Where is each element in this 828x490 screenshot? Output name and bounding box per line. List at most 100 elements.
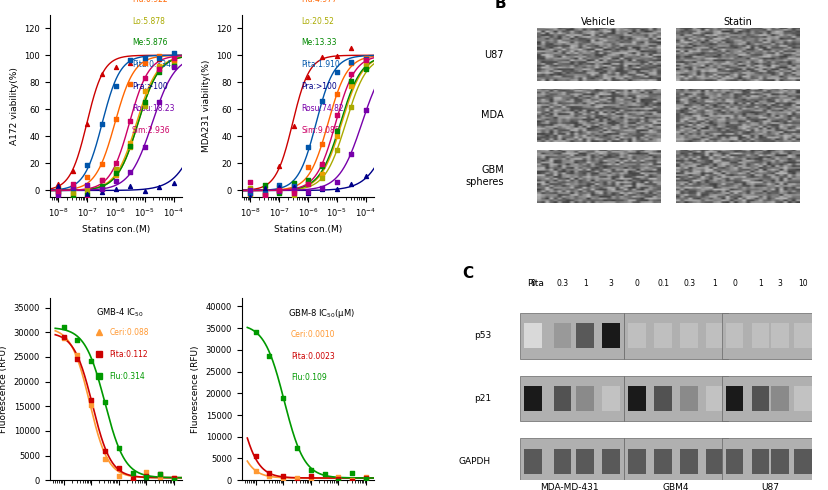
Bar: [575, 386, 594, 411]
Point: [123, 117, 137, 125]
Text: 1: 1: [757, 279, 762, 289]
Point: [286, 189, 300, 196]
Bar: [792, 323, 811, 348]
Point: [51, 185, 65, 193]
Text: 0.3: 0.3: [682, 279, 695, 289]
Point: [80, 190, 94, 198]
Point: [99, 447, 112, 455]
Text: Flu:0.109: Flu:0.109: [291, 373, 326, 383]
Point: [301, 163, 315, 171]
Point: [272, 183, 286, 191]
Point: [243, 191, 257, 198]
Point: [166, 56, 180, 64]
Point: [304, 477, 317, 485]
Point: [166, 61, 180, 69]
Point: [290, 478, 303, 486]
Point: [166, 62, 180, 70]
Point: [51, 187, 65, 195]
Point: [301, 189, 315, 197]
Bar: [751, 323, 768, 348]
Point: [286, 186, 300, 194]
Point: [109, 169, 123, 177]
FancyBboxPatch shape: [676, 28, 798, 81]
Point: [272, 162, 286, 170]
Point: [258, 181, 271, 189]
Text: Lo:5.878: Lo:5.878: [132, 17, 165, 25]
Point: [80, 120, 94, 128]
Point: [166, 53, 180, 61]
Text: Pita: Pita: [526, 279, 543, 289]
Point: [152, 65, 166, 73]
Point: [138, 143, 152, 151]
Text: 1: 1: [582, 279, 587, 289]
Point: [166, 179, 180, 187]
Point: [315, 140, 329, 148]
Point: [138, 74, 152, 82]
Point: [248, 452, 262, 460]
Point: [57, 333, 70, 341]
Point: [301, 144, 315, 151]
Bar: [553, 386, 570, 411]
Point: [315, 97, 329, 105]
Bar: [792, 386, 811, 411]
Bar: [653, 449, 672, 474]
Bar: [602, 449, 619, 474]
Point: [66, 189, 79, 196]
Point: [344, 59, 358, 67]
Bar: [524, 323, 542, 348]
Point: [84, 396, 98, 404]
Point: [344, 77, 358, 85]
Point: [95, 176, 108, 184]
Point: [344, 180, 358, 188]
Point: [123, 139, 137, 147]
Bar: [653, 386, 672, 411]
Bar: [520, 439, 623, 484]
Bar: [575, 449, 594, 474]
Text: 3: 3: [608, 279, 613, 289]
Bar: [602, 323, 619, 348]
Point: [344, 150, 358, 158]
Bar: [720, 313, 815, 359]
Point: [258, 191, 271, 198]
Point: [138, 98, 152, 106]
Bar: [679, 323, 697, 348]
Text: B: B: [493, 0, 505, 11]
Point: [152, 52, 166, 60]
Point: [318, 479, 331, 487]
Point: [272, 186, 286, 194]
Point: [301, 178, 315, 186]
Point: [258, 184, 271, 192]
Text: Vehicle: Vehicle: [580, 17, 615, 26]
Bar: [770, 449, 788, 474]
Point: [262, 469, 276, 477]
Point: [51, 190, 65, 198]
Point: [248, 328, 262, 336]
Point: [272, 181, 286, 189]
Point: [277, 472, 290, 480]
Text: 0.1: 0.1: [657, 279, 668, 289]
Point: [286, 187, 300, 195]
Point: [243, 186, 257, 194]
Text: p53: p53: [474, 331, 490, 340]
Point: [258, 190, 271, 198]
Point: [318, 481, 331, 489]
Point: [359, 106, 372, 114]
Point: [84, 357, 98, 365]
Bar: [575, 323, 594, 348]
Point: [167, 476, 181, 484]
Point: [57, 323, 70, 331]
Point: [95, 70, 108, 78]
Point: [359, 54, 372, 62]
Point: [112, 464, 125, 472]
Point: [66, 187, 79, 195]
Bar: [751, 449, 768, 474]
Point: [304, 472, 317, 480]
Bar: [553, 323, 570, 348]
Point: [80, 181, 94, 189]
Point: [258, 183, 271, 191]
Text: Pita:0.0023: Pita:0.0023: [291, 351, 335, 361]
Point: [51, 192, 65, 199]
Point: [109, 177, 123, 185]
Point: [70, 355, 84, 363]
Point: [359, 59, 372, 67]
